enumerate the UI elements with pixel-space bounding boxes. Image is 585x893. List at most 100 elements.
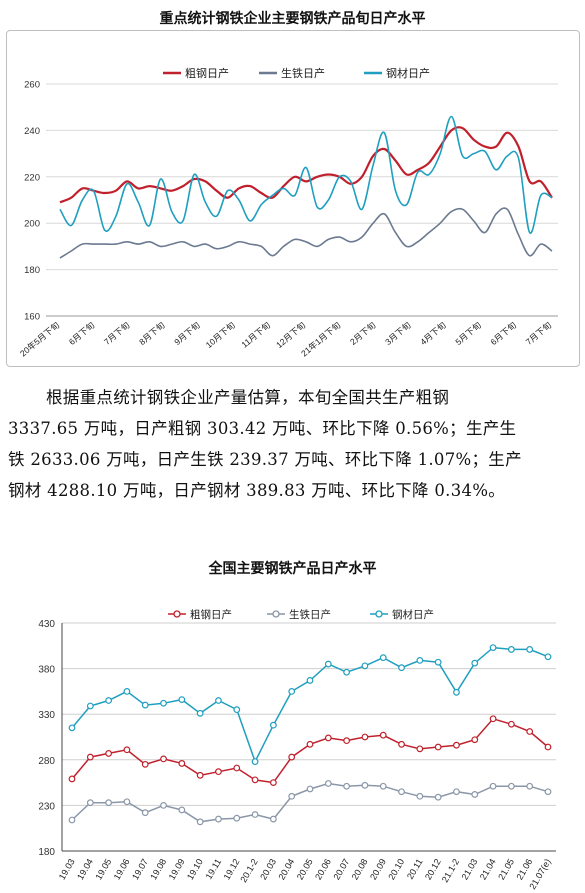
x-tick-label: 20.05 bbox=[295, 857, 315, 882]
x-tick-label: 4月下旬 bbox=[418, 320, 448, 347]
data-point bbox=[196, 709, 204, 717]
data-point bbox=[544, 743, 552, 751]
x-tick-label: 20年5月下旬 bbox=[18, 320, 61, 359]
x-tick-label: 6月下旬 bbox=[67, 320, 97, 347]
data-point bbox=[379, 731, 387, 739]
legend-label: 钢材日产 bbox=[392, 608, 434, 621]
x-tick-label: 19.11 bbox=[204, 857, 224, 881]
data-point bbox=[251, 776, 259, 784]
data-point bbox=[269, 815, 277, 823]
y-tick-label: 280 bbox=[38, 756, 55, 767]
data-point bbox=[507, 720, 515, 728]
data-point bbox=[489, 715, 497, 723]
x-tick-label: 19.06 bbox=[112, 857, 132, 882]
x-tick-label: 20.1-2 bbox=[238, 857, 259, 884]
data-point bbox=[379, 782, 387, 790]
data-point bbox=[306, 785, 314, 793]
data-point bbox=[507, 782, 515, 790]
data-point bbox=[398, 664, 405, 672]
data-point bbox=[269, 721, 277, 729]
x-tick-label: 5月下旬 bbox=[453, 320, 483, 347]
legend-marker bbox=[173, 610, 181, 618]
data-point bbox=[324, 734, 332, 742]
data-point bbox=[196, 818, 204, 826]
paragraph-line-3: 铁 2633.06 万吨，日产生铁 239.37 万吨、环比下降 1.07%；生… bbox=[8, 450, 522, 469]
data-point bbox=[489, 782, 497, 790]
series-line bbox=[59, 115, 553, 234]
x-tick-label: 19.07 bbox=[130, 857, 150, 882]
data-point bbox=[507, 646, 515, 653]
y-tick-label: 160 bbox=[24, 312, 40, 323]
data-point bbox=[361, 733, 369, 741]
x-tick-label: 9月下旬 bbox=[172, 320, 202, 347]
x-tick-label: 19.08 bbox=[148, 857, 168, 882]
y-tick-label: 230 bbox=[38, 801, 55, 812]
data-point bbox=[416, 792, 424, 800]
x-tick-label: 19.10 bbox=[185, 857, 205, 882]
data-point bbox=[215, 768, 222, 776]
data-point bbox=[141, 701, 149, 709]
x-tick-label: 21.05 bbox=[496, 857, 516, 882]
data-point bbox=[160, 755, 167, 763]
data-point bbox=[434, 658, 442, 666]
data-point bbox=[453, 788, 460, 796]
paragraph-line-1: 根据重点统计钢铁企业产量估算，本旬全国共生产粗钢 bbox=[46, 388, 450, 407]
data-point bbox=[288, 792, 296, 800]
data-point bbox=[68, 816, 76, 824]
data-point bbox=[361, 662, 369, 670]
data-point bbox=[288, 687, 296, 695]
y-tick-label: 200 bbox=[24, 219, 40, 230]
data-point bbox=[123, 798, 131, 806]
series-line bbox=[59, 126, 553, 204]
x-tick-label: 20.06 bbox=[313, 857, 333, 882]
legend-label: 粗钢日产 bbox=[185, 66, 229, 80]
data-point bbox=[233, 706, 241, 714]
x-tick-label: 6月下旬 bbox=[489, 320, 519, 347]
y-tick-label: 240 bbox=[24, 126, 40, 137]
y-tick-label: 380 bbox=[38, 665, 55, 676]
x-tick-label: 21.1-2 bbox=[440, 857, 461, 884]
data-point bbox=[324, 780, 332, 787]
y-tick-label: 430 bbox=[38, 619, 55, 630]
data-point bbox=[269, 779, 277, 787]
series-line bbox=[59, 207, 553, 259]
data-point bbox=[251, 758, 259, 766]
legend-label: 生铁日产 bbox=[281, 66, 325, 80]
data-point bbox=[434, 743, 442, 751]
data-point bbox=[215, 815, 222, 823]
data-point bbox=[233, 814, 241, 822]
data-point bbox=[343, 782, 351, 790]
data-point bbox=[544, 653, 552, 661]
x-tick-label: 7月下旬 bbox=[524, 320, 554, 347]
x-tick-label: 19.04 bbox=[75, 857, 95, 882]
data-point bbox=[544, 788, 552, 796]
data-point bbox=[398, 740, 405, 748]
data-point bbox=[233, 764, 241, 772]
y-tick-label: 220 bbox=[24, 172, 40, 183]
data-point bbox=[453, 741, 460, 749]
data-point bbox=[68, 724, 76, 732]
chart2-svg: 18023028033038043019.0319.0419.0519.0619… bbox=[38, 608, 556, 891]
x-tick-label: 20.10 bbox=[386, 857, 406, 882]
data-point bbox=[178, 806, 186, 814]
data-point bbox=[526, 646, 534, 653]
x-tick-label: 11月下旬 bbox=[239, 320, 272, 350]
x-tick-label: 19.05 bbox=[93, 857, 113, 882]
data-point bbox=[416, 745, 424, 753]
data-point bbox=[288, 753, 296, 761]
data-point bbox=[86, 799, 94, 807]
x-tick-label: 20.11 bbox=[405, 857, 425, 881]
x-tick-label: 20.03 bbox=[258, 857, 278, 882]
summary-paragraph: 根据重点统计钢铁企业产量估算，本旬全国共生产粗钢 3337.65 万吨，日产粗钢… bbox=[8, 382, 580, 506]
x-tick-label: 2月下旬 bbox=[348, 320, 378, 347]
legend-label: 粗钢日产 bbox=[190, 608, 232, 621]
x-tick-label: 7月下旬 bbox=[102, 320, 132, 347]
legend-label: 生铁日产 bbox=[289, 608, 331, 621]
data-point bbox=[105, 697, 113, 704]
legend-label: 钢材日产 bbox=[386, 66, 430, 80]
x-tick-label: 20.04 bbox=[276, 857, 296, 882]
data-point bbox=[86, 702, 94, 710]
x-tick-label: 19.09 bbox=[167, 857, 187, 882]
x-tick-label: 20.07 bbox=[331, 857, 351, 882]
x-tick-label: 20.09 bbox=[368, 857, 388, 882]
